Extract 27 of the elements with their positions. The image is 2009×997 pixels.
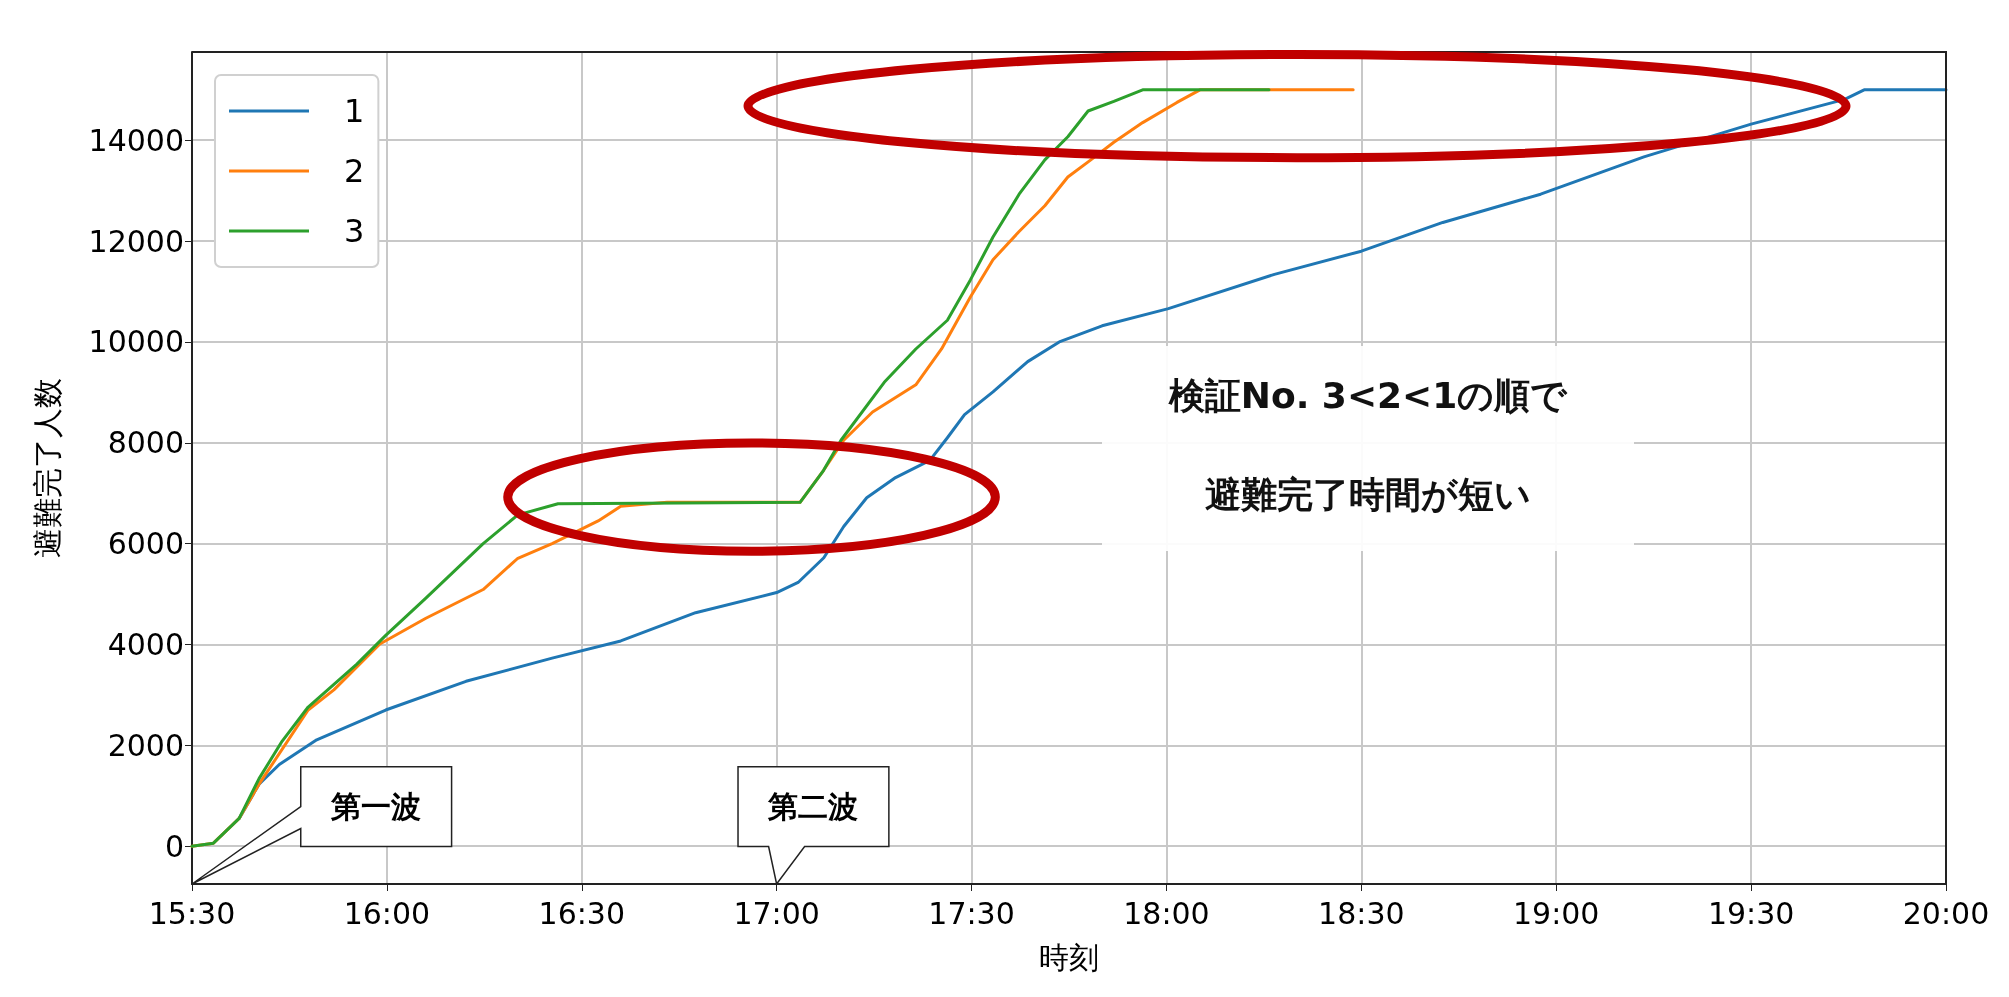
x-tick-label: 16:00 [343,895,431,931]
y-tick-label: 10000 [88,324,184,360]
y-tick-label: 12000 [88,223,184,259]
x-tick-label: 16:30 [538,895,626,931]
y-axis-title: 避難完了人数 [29,378,65,558]
y-tick-label: 2000 [107,727,184,763]
legend-label: 2 [344,152,365,190]
x-tick-label: 19:00 [1512,895,1600,931]
annotation: 第二波 [767,787,860,826]
annotation: 検証No. 3<2<1の順で [1167,374,1569,419]
annotation: 第一波 [330,787,423,826]
x-tick-label: 18:30 [1318,895,1405,931]
y-tick-label: 8000 [107,425,184,461]
x-tick-label: 15:30 [148,895,236,931]
x-tick-label: 20:00 [1902,895,1990,931]
y-tick-label: 4000 [107,626,184,662]
legend-label: 1 [344,92,365,130]
y-tick-label: 14000 [88,122,184,158]
x-tick-label: 19:30 [1707,895,1795,931]
legend-label: 3 [344,212,365,250]
x-tick-label: 18:00 [1123,895,1210,931]
y-tick-label: 6000 [107,526,184,562]
x-axis-title: 時刻 [1039,939,1099,975]
y-tick-label: 0 [164,828,184,864]
x-tick-label: 17:30 [928,895,1015,931]
annotation: 避難完了時間が短い [1204,472,1533,517]
x-tick-label: 17:00 [733,895,820,931]
